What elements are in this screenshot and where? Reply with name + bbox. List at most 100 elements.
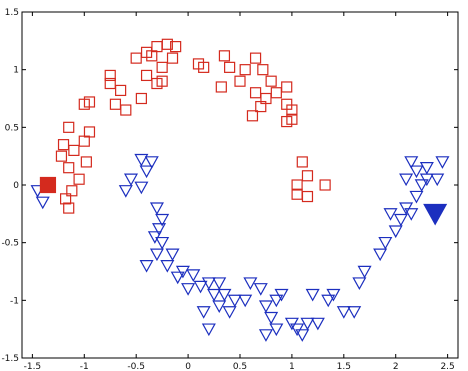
data-point-triangle bbox=[217, 288, 232, 302]
data-point-square bbox=[239, 64, 251, 76]
data-point-triangle bbox=[378, 236, 393, 250]
data-point-triangle bbox=[258, 300, 273, 314]
data-point-triangle bbox=[258, 329, 273, 342]
data-point-triangle bbox=[186, 269, 201, 282]
y-tick-label: -0.5 bbox=[1, 239, 19, 249]
y-tick-label: 1 bbox=[13, 66, 19, 76]
data-point-triangle bbox=[160, 260, 175, 273]
data-point-triangle bbox=[383, 208, 398, 221]
data-point-triangle bbox=[144, 156, 159, 169]
data-point-square bbox=[140, 69, 153, 82]
data-point-triangle bbox=[201, 323, 216, 337]
highlight-triangle bbox=[423, 203, 448, 226]
data-point-square bbox=[255, 100, 267, 113]
data-point-triangle bbox=[139, 260, 154, 273]
data-point-triangle bbox=[207, 288, 222, 302]
data-point-square bbox=[249, 52, 262, 64]
data-point-square bbox=[104, 69, 116, 82]
data-point-triangle bbox=[253, 283, 268, 296]
data-point-square bbox=[265, 75, 277, 87]
data-point-triangle bbox=[264, 311, 279, 325]
data-point-square bbox=[115, 84, 127, 97]
data-point-triangle bbox=[134, 181, 149, 195]
data-point-triangle bbox=[170, 271, 185, 285]
y-tick-label: 0.5 bbox=[5, 123, 19, 133]
data-point-triangle bbox=[165, 248, 180, 262]
x-tick-label: -0.5 bbox=[127, 362, 145, 371]
y-tick-label: 0 bbox=[13, 181, 19, 191]
data-point-square bbox=[246, 110, 259, 122]
highlight-square bbox=[39, 176, 57, 194]
data-point-triangle bbox=[269, 294, 284, 308]
data-point-triangle bbox=[212, 277, 227, 290]
data-point-triangle bbox=[193, 280, 208, 294]
data-point-square bbox=[63, 121, 75, 133]
data-point-square bbox=[198, 61, 210, 73]
data-point-square bbox=[59, 193, 72, 205]
data-point-square bbox=[291, 179, 303, 191]
data-point-square bbox=[63, 162, 75, 174]
data-point-square bbox=[291, 188, 303, 200]
data-point-square bbox=[80, 156, 92, 168]
data-point-triangle bbox=[269, 323, 284, 337]
data-point-triangle bbox=[310, 317, 325, 331]
data-point-square bbox=[286, 104, 298, 116]
data-point-triangle bbox=[155, 213, 170, 227]
data-point-square bbox=[215, 81, 227, 93]
data-point-square bbox=[218, 50, 231, 62]
data-point-square bbox=[73, 173, 85, 185]
data-point-triangle bbox=[336, 306, 351, 319]
x-tick-label: 0.5 bbox=[233, 362, 247, 371]
data-point-square bbox=[161, 38, 173, 50]
data-point-square bbox=[68, 144, 80, 156]
data-point-square bbox=[109, 98, 122, 110]
data-point-triangle bbox=[430, 173, 445, 187]
data-point-square bbox=[224, 61, 236, 73]
data-point-triangle bbox=[243, 277, 258, 290]
data-point-square bbox=[281, 81, 293, 93]
data-point-square bbox=[166, 52, 179, 64]
x-tick-label: -1 bbox=[80, 362, 89, 371]
x-tick-label: 1 bbox=[289, 362, 295, 371]
data-point-square bbox=[270, 87, 282, 99]
data-point-square bbox=[57, 139, 70, 151]
x-tick-label: 2 bbox=[393, 362, 399, 371]
data-point-triangle bbox=[139, 165, 154, 179]
data-point-triangle bbox=[414, 179, 429, 192]
data-point-triangle bbox=[373, 248, 388, 262]
data-point-triangle bbox=[201, 277, 216, 290]
data-point-triangle bbox=[152, 223, 167, 236]
data-point-triangle bbox=[300, 317, 315, 331]
data-point-square bbox=[78, 135, 90, 147]
data-point-triangle bbox=[155, 236, 170, 250]
data-point-triangle bbox=[149, 248, 164, 262]
data-point-triangle bbox=[419, 162, 434, 175]
data-point-triangle bbox=[409, 190, 424, 204]
data-point-square bbox=[301, 190, 314, 203]
x-tick-label: 0 bbox=[185, 362, 191, 371]
data-point-triangle bbox=[393, 213, 408, 227]
data-point-triangle bbox=[404, 208, 419, 221]
y-tick-label: -1 bbox=[10, 296, 19, 306]
data-point-square bbox=[296, 156, 308, 168]
data-point-square bbox=[83, 126, 96, 138]
data-point-square bbox=[135, 92, 147, 105]
data-point-triangle bbox=[149, 202, 164, 216]
data-point-triangle bbox=[290, 323, 305, 337]
x-tick-label: 1.5 bbox=[337, 362, 351, 371]
data-point-triangle bbox=[238, 294, 253, 308]
data-point-triangle bbox=[134, 153, 149, 167]
data-point-triangle bbox=[196, 306, 211, 319]
data-point-square bbox=[301, 170, 314, 182]
data-point-triangle bbox=[274, 288, 289, 302]
data-point-square bbox=[130, 52, 142, 64]
x-tick-label: 2.5 bbox=[440, 362, 454, 371]
data-point-triangle bbox=[222, 306, 237, 319]
data-point-triangle bbox=[435, 156, 450, 169]
y-tick-label: -1.5 bbox=[1, 354, 19, 364]
data-point-square bbox=[156, 61, 168, 73]
data-point-triangle bbox=[295, 329, 310, 342]
data-point-triangle bbox=[175, 265, 190, 279]
data-point-square bbox=[120, 104, 132, 116]
data-point-square bbox=[257, 64, 269, 76]
